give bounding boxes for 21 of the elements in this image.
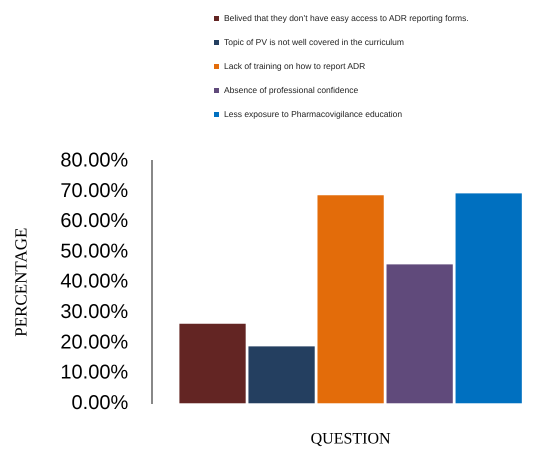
y-tick-label: 50.00% xyxy=(60,240,128,262)
legend-label: Less exposure to Pharmacovigilance education xyxy=(224,109,402,119)
y-tick-label: 70.00% xyxy=(60,180,128,202)
y-tick-label: 80.00% xyxy=(60,150,128,172)
y-tick-label: 60.00% xyxy=(60,210,128,232)
y-tick-label: 30.00% xyxy=(60,301,128,324)
y-axis-title: PERCENTAGE xyxy=(12,228,31,337)
bar xyxy=(386,264,453,404)
y-tick-label: 20.00% xyxy=(60,331,128,354)
legend-label: Belived that they don’t have easy access to ADR reporting forms. xyxy=(224,13,469,23)
bar xyxy=(248,346,315,404)
legend-label: Lack of training on how to report ADR xyxy=(224,61,366,71)
x-axis-title: QUESTION xyxy=(310,430,392,448)
legend-label: Topic of PV is not well covered in the curriculum xyxy=(224,37,404,47)
legend-label: Absence of professional confidence xyxy=(224,85,358,95)
bar xyxy=(456,193,522,404)
y-tick-label: 0.00% xyxy=(72,392,128,414)
bar xyxy=(317,195,384,404)
y-tick-label: 40.00% xyxy=(60,270,128,293)
bar xyxy=(179,324,246,404)
y-tick-label: 10.00% xyxy=(60,362,128,384)
